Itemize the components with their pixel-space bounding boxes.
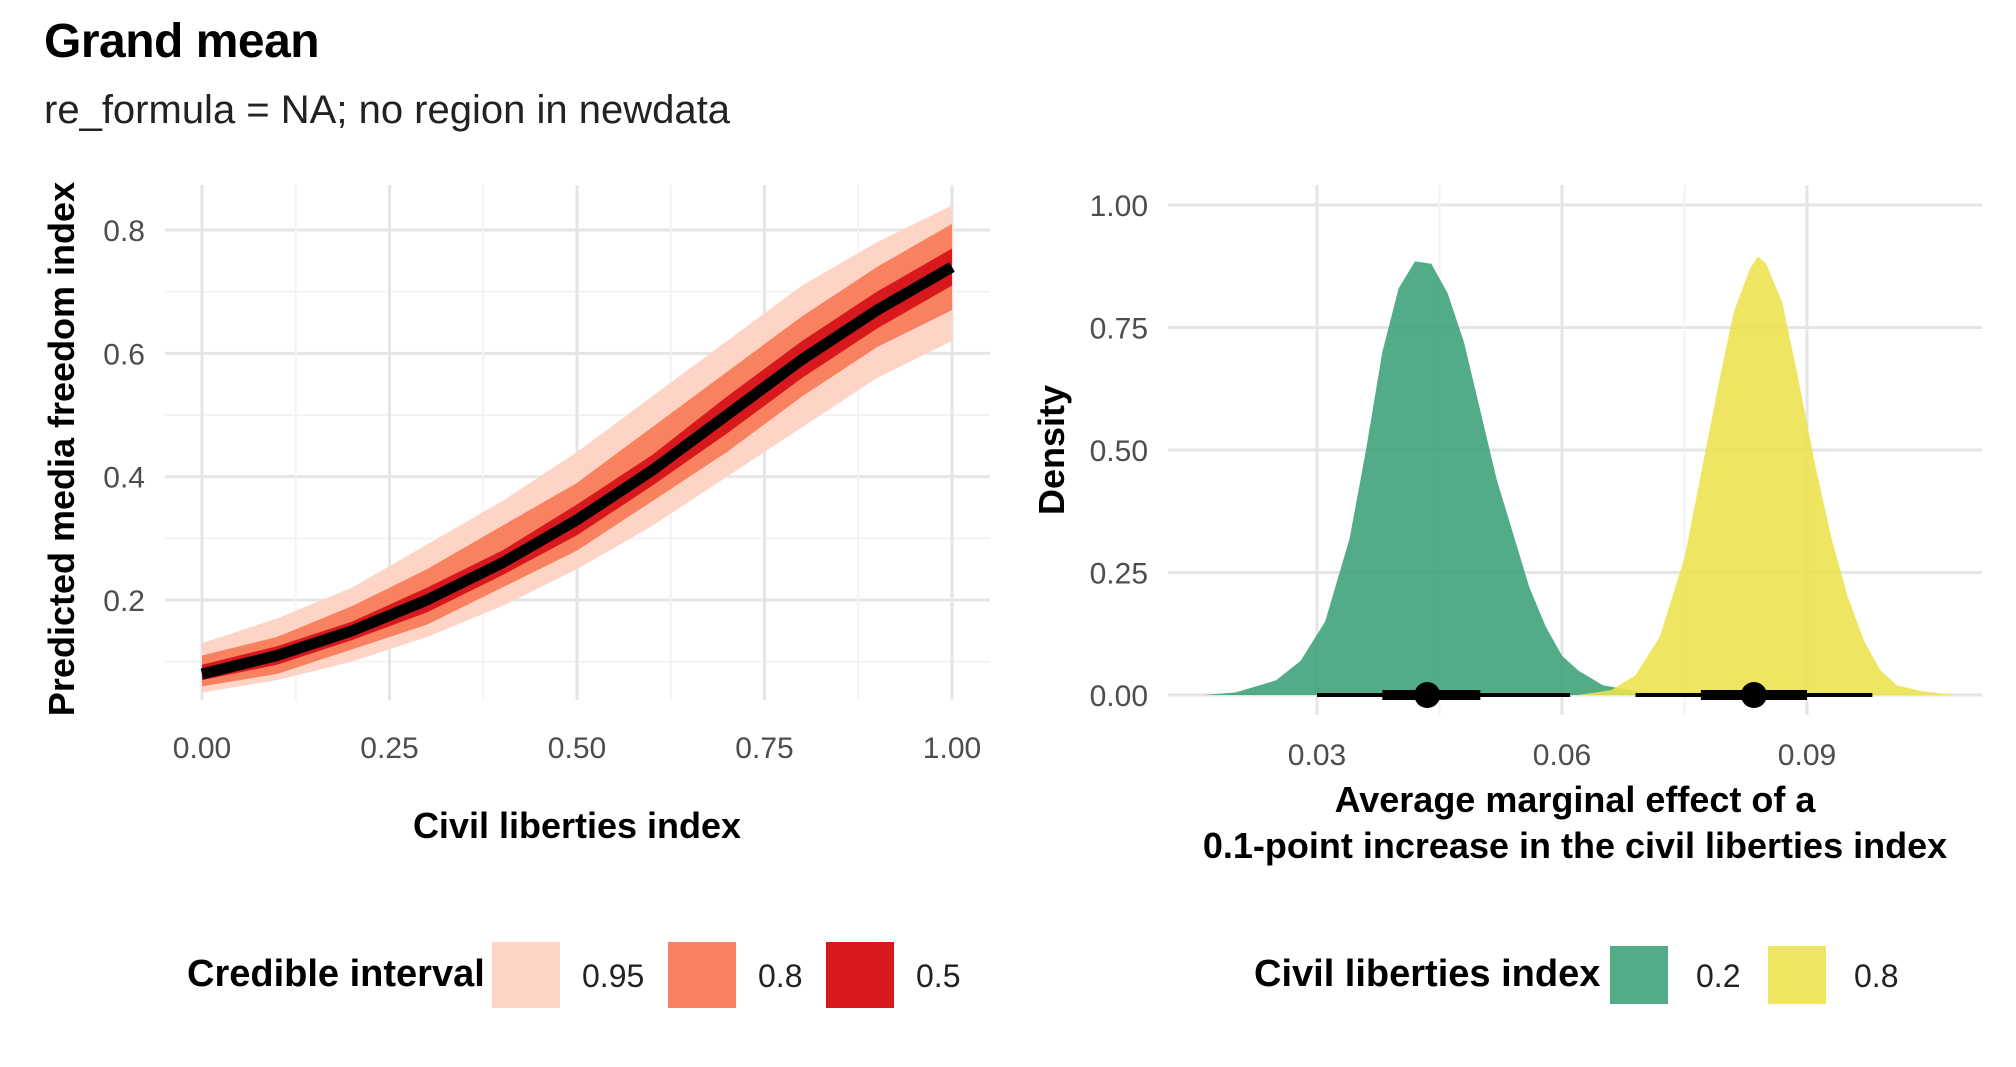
legend-key [668, 942, 736, 1008]
ribbon-05 [202, 248, 952, 681]
y-tick-label: 0.75 [1090, 313, 1148, 346]
legends: Credible interval 0.95 0.8 0.5 Civil liberti… [187, 942, 1898, 1008]
x-tick-label: 0.25 [360, 732, 418, 765]
legend-key [826, 942, 894, 1008]
y-tick-label: 0.2 [103, 585, 145, 618]
chart-title: Grand mean [44, 15, 320, 68]
density-02 [1202, 261, 1693, 695]
x-tick-label: 0.09 [1778, 739, 1836, 772]
legend-label: 0.5 [916, 958, 960, 994]
y-axis-title: Predicted media freedom index [41, 182, 82, 716]
right-panel: 0.00 0.25 0.50 0.75 1.00 0.03 0.06 0.09 Average … [1031, 185, 1982, 866]
y-tick-label: 0.6 [103, 338, 145, 371]
legend-label: 0.8 [1854, 958, 1898, 994]
x-axis-title-line1: Average marginal effect of a [1335, 779, 1817, 820]
y-tick-label: 0.00 [1090, 680, 1148, 713]
y-tick-label: 1.00 [1090, 190, 1148, 223]
point-estimate [1740, 682, 1767, 708]
legend-title-civil-liberties: Civil liberties index [1254, 953, 1600, 995]
chart-subtitle: re_formula = NA; no region in newdata [44, 88, 730, 132]
y-tick-label: 0.25 [1090, 558, 1148, 591]
x-tick-label: 0.75 [735, 732, 793, 765]
legend-title-credible-interval: Credible interval [187, 953, 485, 995]
legend-key [492, 942, 560, 1008]
y-tick-label: 0.4 [103, 462, 145, 495]
x-tick-label: 0.06 [1533, 739, 1591, 772]
point-estimate [1414, 682, 1441, 708]
left-panel: 0.2 0.4 0.6 0.8 0.00 0.25 0.50 0.75 1.00 Civil li… [41, 182, 990, 846]
y-axis-title: Density [1031, 385, 1072, 515]
legend-label: 0.8 [758, 958, 802, 994]
legend-label: 0.2 [1696, 958, 1740, 994]
legend-key [1610, 946, 1668, 1004]
legend-key [1768, 946, 1826, 1004]
density-08 [1578, 256, 1954, 695]
median-line [200, 262, 955, 680]
x-tick-label: 0.50 [548, 732, 606, 765]
legend-label: 0.95 [582, 958, 644, 994]
x-tick-label: 0.00 [173, 732, 231, 765]
x-axis-title: Civil liberties index [413, 805, 741, 846]
ribbon-08 [202, 223, 952, 687]
x-axis-title-line2: 0.1-point increase in the civil libertie… [1203, 825, 1947, 866]
x-tick-label: 0.03 [1288, 739, 1346, 772]
y-tick-label: 0.50 [1090, 435, 1148, 468]
y-tick-label: 0.8 [103, 215, 145, 248]
ribbon-095 [202, 205, 952, 693]
x-tick-label: 1.00 [923, 732, 981, 765]
